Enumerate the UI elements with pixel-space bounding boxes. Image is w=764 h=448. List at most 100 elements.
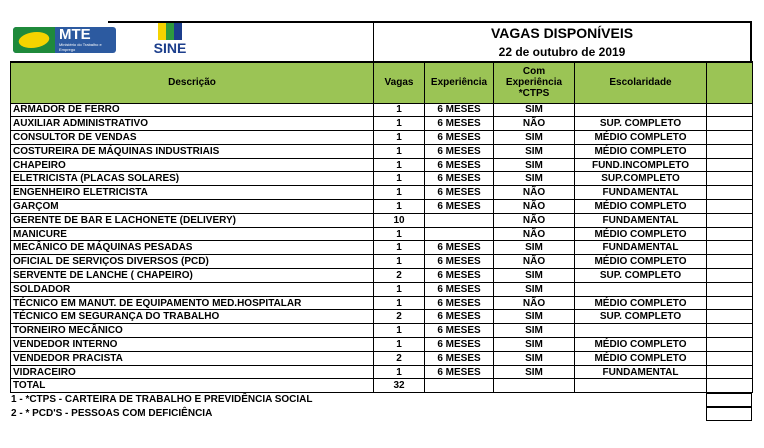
table-cell: MÉDIO COMPLETO <box>574 130 707 145</box>
mte-logo: MTE Ministério do Trabalho e Emprego <box>13 27 116 53</box>
table-row: OFICIAL DE SERVIÇOS DIVERSOS (PCD) 1 6 MES… <box>10 254 753 270</box>
table-cell: SOLDADOR <box>10 281 374 297</box>
table-cell: MÉDIO COMPLETO <box>574 199 707 214</box>
table-cell: FUNDAMENTAL <box>574 185 707 201</box>
table-cell: 1 <box>373 240 425 256</box>
table-cell: 6 MESES <box>424 364 494 380</box>
table-cell: 1 <box>373 295 425 311</box>
footnote-ctps: 1 - *CTPS - CARTEIRA DE TRABALHO E PREVI… <box>11 394 313 406</box>
table-cell <box>706 171 753 187</box>
column-header: Vagas <box>373 61 425 104</box>
table-cell: 6 MESES <box>424 171 494 187</box>
table-cell: SUP. COMPLETO <box>574 309 707 325</box>
table-cell: SIM <box>493 130 575 145</box>
table-cell <box>706 295 753 311</box>
table-row: VIDRACEIRO 1 6 MESES SIM FUNDAMENTAL <box>10 364 753 380</box>
column-header <box>706 61 753 104</box>
table-cell <box>706 337 753 352</box>
table-cell: NÃO <box>493 226 575 242</box>
table-cell: ARMADOR DE FERRO <box>10 102 374 118</box>
table-cell: 6 MESES <box>424 240 494 256</box>
table-cell <box>706 364 753 380</box>
table-cell: ENGENHEIRO ELETRICISTA <box>10 185 374 201</box>
table-cell: FUNDAMENTAL <box>574 240 707 256</box>
table-cell: NÃO <box>493 254 575 270</box>
table-cell <box>424 378 494 394</box>
table-cell: SIM <box>493 281 575 297</box>
table-cell: 6 MESES <box>424 323 494 339</box>
table-cell: 1 <box>373 337 425 352</box>
table-cell <box>574 323 707 339</box>
table-cell: FUND.INCOMPLETO <box>574 157 707 173</box>
table-cell: 6 MESES <box>424 185 494 201</box>
table-cell: MECÂNICO DE MÁQUINAS PESADAS <box>10 240 374 256</box>
table-cell: NÃO <box>493 116 575 132</box>
table-cell: SIM <box>493 143 575 159</box>
table-row: MECÂNICO DE MÁQUINAS PESADAS 1 6 MESES SIM F… <box>10 240 753 256</box>
table-cell: CHAPEIRO <box>10 157 374 173</box>
table-cell: SUP. COMPLETO <box>574 116 707 132</box>
table-cell: 1 <box>373 171 425 187</box>
table-cell: COSTUREIRA DE MÁQUINAS INDUSTRIAIS <box>10 143 374 159</box>
table-cell: 6 MESES <box>424 337 494 352</box>
table-cell: 1 <box>373 199 425 214</box>
table-cell: 1 <box>373 185 425 201</box>
table-cell: SIM <box>493 268 575 283</box>
table-cell: SUP. COMPLETO <box>574 268 707 283</box>
table-cell <box>706 102 753 118</box>
table-cell: ELETRICISTA (PLACAS SOLARES) <box>10 171 374 187</box>
divider <box>108 21 373 23</box>
footnote-row: 1 - *CTPS - CARTEIRA DE TRABALHO E PREVI… <box>10 393 752 408</box>
table-cell: NÃO <box>493 199 575 214</box>
sine-logo: SINE <box>150 22 190 62</box>
table-cell: 6 MESES <box>424 116 494 132</box>
footnote-row: 2 - * PCD'S - PESSOAS COM DEFICIÊNCIA <box>10 407 752 422</box>
table-cell: 6 MESES <box>424 350 494 366</box>
table-cell: 6 MESES <box>424 102 494 118</box>
table-row: GERENTE DE BAR E LACHONETE (DELIVERY) 10 N… <box>10 212 753 228</box>
total-value: 32 <box>373 378 425 394</box>
table-cell: 1 <box>373 157 425 173</box>
table-cell: GERENTE DE BAR E LACHONETE (DELIVERY) <box>10 212 374 228</box>
table-cell: NÃO <box>493 185 575 201</box>
table-cell: 2 <box>373 268 425 283</box>
table-cell: 6 MESES <box>424 309 494 325</box>
table-cell <box>706 185 753 201</box>
table-cell <box>706 350 753 366</box>
table-cell <box>574 281 707 297</box>
table-row: SERVENTE DE LANCHE ( CHAPEIRO) 2 6 MESES SI… <box>10 268 753 283</box>
table-cell: OFICIAL DE SERVIÇOS DIVERSOS (PCD) <box>10 254 374 270</box>
table-cell: 6 MESES <box>424 130 494 145</box>
table-cell: 1 <box>373 143 425 159</box>
table-cell: 1 <box>373 364 425 380</box>
table-cell <box>706 143 753 159</box>
table-cell <box>706 323 753 339</box>
column-header: Descrição <box>10 61 374 104</box>
table-cell: 6 MESES <box>424 281 494 297</box>
table-cell: 6 MESES <box>424 295 494 311</box>
table-cell: SIM <box>493 309 575 325</box>
table-cell: SIM <box>493 157 575 173</box>
table-cell: SUP.COMPLETO <box>574 171 707 187</box>
table-cell: MÉDIO COMPLETO <box>574 226 707 242</box>
column-header: Escolaridade <box>574 61 707 104</box>
table-row: ELETRICISTA (PLACAS SOLARES) 1 6 MESES SIM S… <box>10 171 753 187</box>
table-row: TORNEIRO MECÂNICO 1 6 MESES SIM <box>10 323 753 339</box>
mte-logo-subtitle: Ministério do Trabalho e Emprego <box>59 42 102 52</box>
table-cell: SIM <box>493 350 575 366</box>
table-cell: CONSULTOR DE VENDAS <box>10 130 374 145</box>
table-cell <box>706 281 753 297</box>
table-cell: MÉDIO COMPLETO <box>574 254 707 270</box>
table-cell <box>706 240 753 256</box>
table-cell: MANICURE <box>10 226 374 242</box>
table-cell: SERVENTE DE LANCHE ( CHAPEIRO) <box>10 268 374 283</box>
table-cell: 10 <box>373 212 425 228</box>
table-cell: VENDEDOR INTERNO <box>10 337 374 352</box>
table-cell: TORNEIRO MECÂNICO <box>10 323 374 339</box>
table-cell: 6 MESES <box>424 157 494 173</box>
table-cell: 1 <box>373 323 425 339</box>
table-cell: 6 MESES <box>424 199 494 214</box>
table-row: TÉCNICO EM SEGURANÇA DO TRABALHO 2 6 MESES… <box>10 309 753 325</box>
table-row: SOLDADOR 1 6 MESES SIM <box>10 281 753 297</box>
table-row: AUXILIAR ADMINISTRATIVO 1 6 MESES NÃO SUP. C… <box>10 116 753 132</box>
